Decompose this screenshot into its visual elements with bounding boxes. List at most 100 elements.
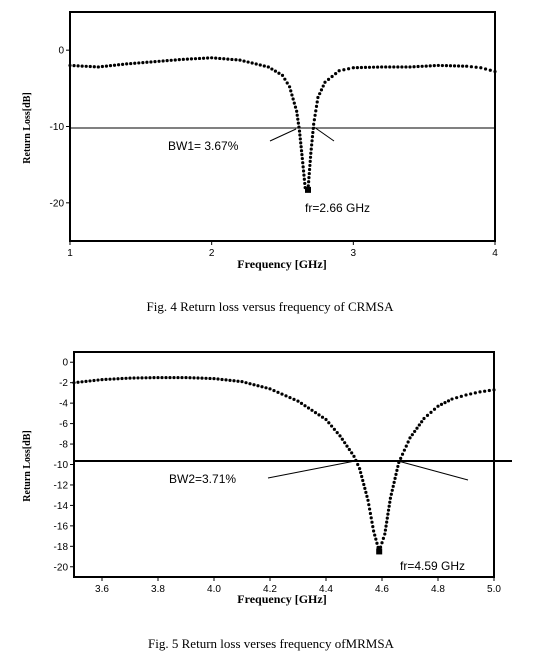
data-point [189,57,194,61]
bw1-arrow-left [269,128,297,142]
data-point [128,376,132,380]
data-point [367,65,372,69]
data-point [292,397,296,401]
data-point [464,393,468,397]
data-point [448,64,453,68]
data-point [332,427,336,431]
data-point [303,404,307,408]
data-point [372,529,376,533]
data-point [400,65,404,69]
data-point [422,416,426,421]
data-point [310,408,314,412]
data-point [483,67,488,71]
data-point [104,377,108,381]
data-point [80,380,84,384]
data-point [177,58,181,62]
data-point [295,113,299,117]
data-point [337,69,341,73]
data-point [161,59,165,63]
data-point [444,64,449,68]
data-point [368,507,372,511]
data-point [268,387,272,391]
y-tick-label: -8 [59,440,68,451]
data-point [361,478,365,483]
data-point [364,490,368,494]
data-point [373,533,377,537]
data-point [218,56,222,61]
data-point [388,65,392,69]
data-point [210,56,214,60]
data-point [116,377,120,381]
data-point [250,61,254,65]
data-point [201,56,206,60]
x-tick-label: 2 [209,248,215,259]
data-point [306,406,311,410]
data-point [299,149,304,153]
data-point [385,516,389,520]
data-point [252,383,256,387]
data-point [363,486,367,491]
data-point [342,68,346,72]
data-point [72,64,76,68]
data-point [148,376,152,380]
x-tick-label: 3.8 [151,584,165,595]
data-point [184,375,188,380]
data-point [220,377,224,382]
data-point [76,380,80,384]
data-point [309,147,313,151]
data-point [406,440,410,444]
resonance-marker [376,548,383,555]
data-point [313,411,318,415]
data-point [330,74,334,79]
data-point [301,161,305,165]
data-point [359,470,363,475]
data-point [140,376,144,380]
data-point [374,537,378,541]
data-point [452,64,457,68]
data-point [222,57,226,61]
plot-frame [73,351,495,578]
data-point [100,378,104,382]
data-point [157,59,161,63]
data-point [298,137,302,141]
data-point [307,180,311,184]
data-point [307,171,311,176]
x-tick-label: 5.0 [487,584,501,595]
data-point [386,508,391,512]
data-point [193,57,198,61]
data-point [340,437,344,441]
data-point [312,122,316,126]
data-point [410,433,414,437]
data-point [280,73,285,77]
data-point [387,504,391,508]
y-tick-label: -10 [54,460,69,471]
data-point [396,464,400,469]
y-tick-label: 0 [62,358,68,369]
data-point [440,63,444,68]
x-tick-label: 4 [492,248,498,259]
data-point [473,391,477,395]
data-point [303,181,307,186]
data-point [439,402,444,407]
data-point [432,407,437,411]
data-point [96,378,100,382]
data-point [224,378,228,382]
y-axis-label: Return Loss[dB] [22,92,33,163]
data-point [68,63,72,68]
data-point [371,524,375,529]
data-point [413,429,417,434]
data-point [270,67,274,71]
data-point [420,64,424,68]
data-point [335,430,339,435]
data-point [132,376,136,380]
data-point [300,156,304,161]
data-point [366,498,370,502]
data-point [254,62,258,66]
annotation-bw1: BW1= 3.67% [168,139,239,153]
data-point [192,376,196,380]
y-tick-label: -12 [54,480,69,491]
data-point [390,488,394,492]
data-point [383,532,387,536]
data-point [136,376,140,380]
